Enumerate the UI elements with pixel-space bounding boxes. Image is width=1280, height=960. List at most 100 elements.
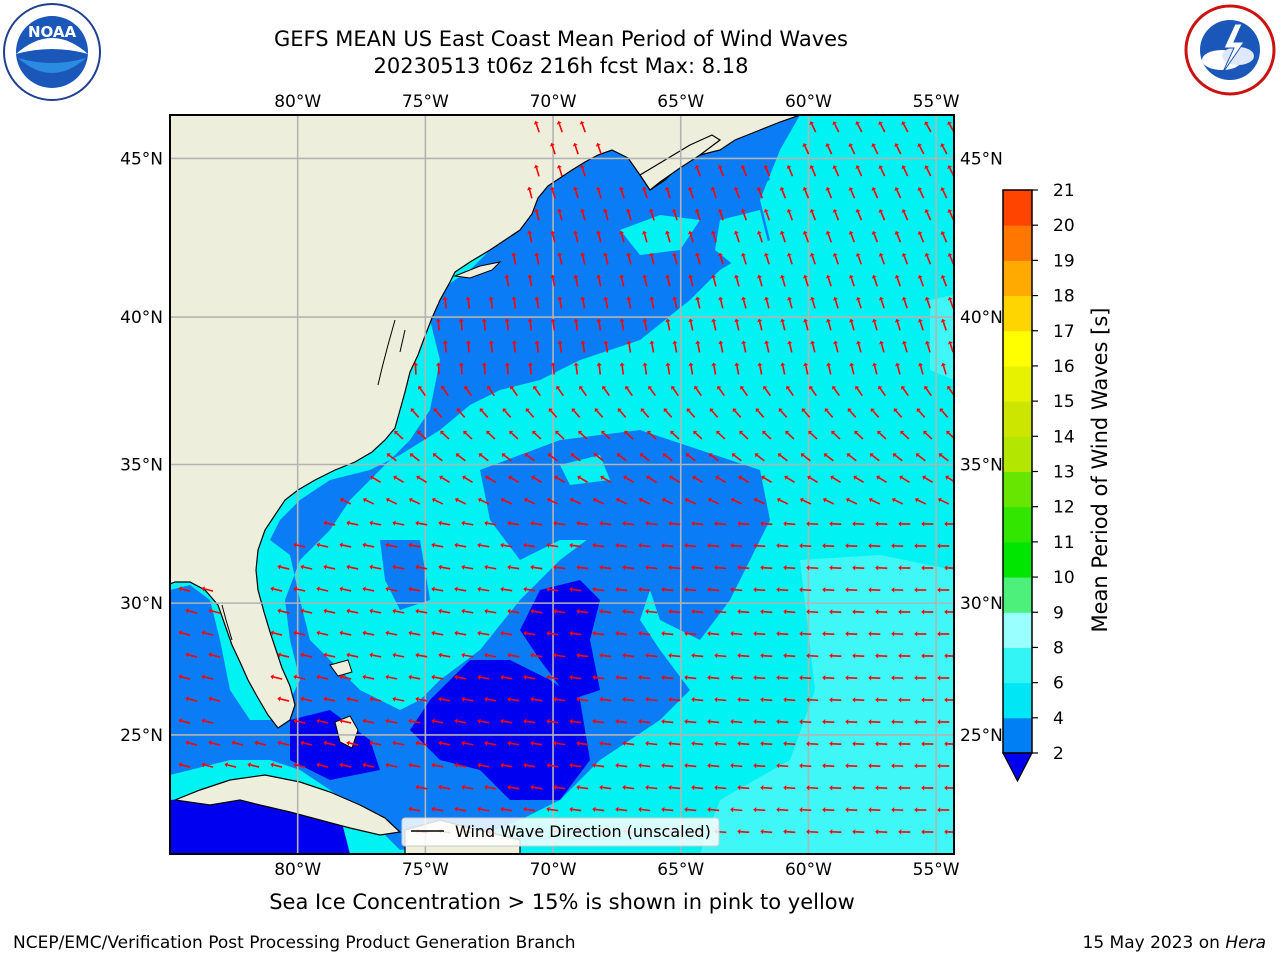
arrow-icon	[454, 542, 467, 548]
colorbar-tick-label: 16	[1053, 357, 1075, 377]
arrow-icon	[615, 497, 628, 505]
arrow-icon	[622, 652, 635, 659]
arrow-icon	[549, 142, 556, 155]
arrow-icon	[914, 807, 927, 813]
arrow-icon	[901, 296, 908, 309]
arrow-icon	[760, 741, 773, 747]
arrow-icon	[776, 675, 789, 681]
arrow-icon	[534, 208, 540, 221]
arrow-icon	[940, 143, 948, 155]
lon-label-bottom: 55°W	[913, 860, 960, 880]
arrow-icon	[596, 230, 602, 243]
arrow-icon	[523, 806, 536, 812]
arrow-icon	[937, 543, 950, 549]
arrow-icon	[231, 740, 244, 746]
arrow-icon	[530, 520, 543, 526]
noaa-logo-text: NOAA	[28, 23, 77, 41]
arrow-icon	[392, 520, 405, 526]
arrow-icon	[875, 829, 888, 835]
colorbar-band	[1003, 436, 1032, 472]
colorbar-tick-label: 14	[1053, 427, 1075, 447]
arrow-icon	[277, 696, 290, 702]
colorbar-tick-label: 2	[1053, 744, 1064, 764]
arrow-icon	[592, 806, 605, 813]
arrow-icon	[878, 165, 886, 177]
lon-label-bottom: 75°W	[402, 860, 449, 880]
arrow-icon	[523, 497, 536, 505]
arrow-icon	[615, 630, 628, 637]
arrow-icon	[504, 274, 510, 287]
arrow-icon	[921, 521, 934, 527]
arrow-icon	[615, 806, 628, 813]
arrow-icon	[692, 475, 703, 484]
arrow-icon	[893, 408, 903, 418]
arrow-icon	[832, 209, 840, 221]
arrow-icon	[806, 785, 819, 791]
arrow-icon	[733, 230, 740, 243]
arrow-icon	[592, 630, 605, 637]
arrow-icon	[940, 362, 947, 375]
colorbar-band	[1003, 295, 1032, 332]
arrow-icon	[393, 475, 404, 484]
arrow-icon	[707, 543, 720, 549]
arrow-icon	[800, 453, 811, 462]
arrow-icon	[733, 186, 741, 199]
arrow-icon	[185, 608, 198, 614]
arrow-icon	[868, 587, 881, 593]
arrow-icon	[625, 208, 632, 221]
arrow-icon	[803, 318, 809, 331]
arrow-icon	[501, 453, 512, 462]
arrow-icon	[917, 187, 925, 199]
arrow-icon	[937, 631, 950, 637]
arrow-icon	[780, 362, 786, 375]
arrow-icon	[530, 740, 543, 746]
arrow-icon	[484, 696, 497, 702]
arrow-icon	[638, 497, 651, 505]
arrow-icon	[784, 475, 795, 484]
map-subtitle: 20230513 t06z 216h fcst Max: 8.18	[373, 54, 749, 78]
lat-label-right: 35°N	[960, 455, 1003, 475]
arrow-icon	[507, 784, 520, 790]
arrow-icon	[408, 674, 421, 680]
arrow-icon	[709, 408, 719, 418]
arrow-icon	[691, 608, 704, 615]
arrow-icon	[500, 497, 513, 505]
arrow-icon	[718, 340, 724, 353]
arrow-icon	[877, 430, 887, 440]
arrow-icon	[488, 296, 494, 309]
ocean-field-6-8s	[700, 555, 954, 854]
arrow-icon	[845, 631, 858, 637]
arrow-icon	[832, 252, 839, 265]
arrow-icon	[386, 453, 397, 462]
arrow-icon	[619, 318, 625, 331]
arrow-icon	[385, 586, 398, 592]
arrow-icon	[894, 231, 902, 243]
arrow-icon	[339, 586, 352, 592]
arrow-icon	[484, 520, 497, 526]
arrow-icon	[550, 274, 556, 287]
arrow-icon	[829, 741, 842, 747]
arrow-icon	[569, 630, 582, 636]
arrow-icon	[385, 762, 398, 768]
arrow-icon	[760, 609, 773, 615]
colorbar-band	[1003, 647, 1032, 684]
arrow-icon	[178, 630, 191, 636]
arrow-icon	[829, 609, 842, 615]
arrow-icon	[576, 564, 589, 570]
colorbar-tick-label: 8	[1053, 638, 1064, 658]
arrow-icon	[293, 718, 306, 724]
colorbar-tick-label: 9	[1053, 603, 1064, 623]
arrow-icon	[416, 475, 427, 484]
arrow-icon	[829, 785, 842, 791]
arrow-icon	[569, 586, 582, 592]
arrow-icon	[741, 296, 747, 309]
arrow-icon	[362, 586, 375, 592]
arrow-icon	[786, 385, 794, 397]
arrow-icon	[802, 187, 810, 199]
arrow-icon	[878, 209, 886, 221]
map-title: GEFS MEAN US East Coast Mean Period of W…	[274, 27, 848, 51]
arrow-icon	[508, 475, 519, 484]
arrow-icon	[415, 784, 428, 790]
arrow-icon	[661, 497, 674, 505]
nws-logo-icon	[1184, 4, 1276, 96]
